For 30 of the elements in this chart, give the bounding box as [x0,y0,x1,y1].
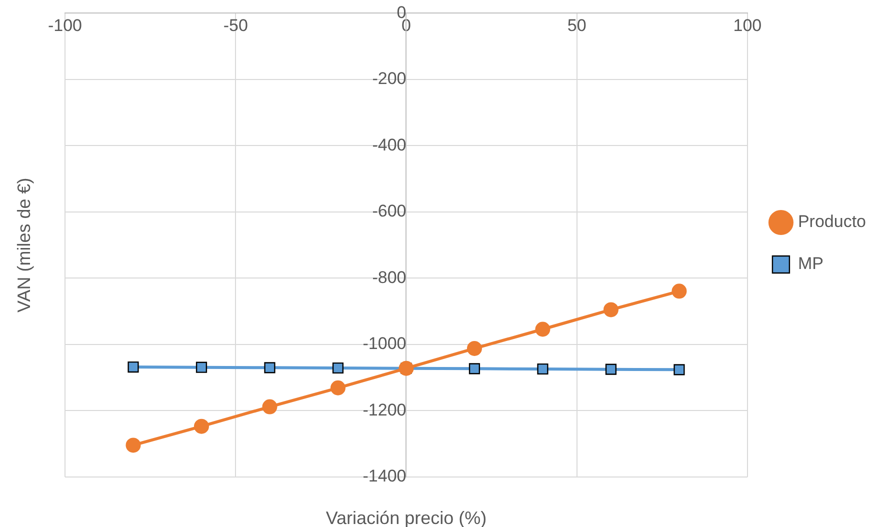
y-tick-label: -1200 [362,400,406,420]
y-tick-label: -600 [372,202,406,221]
x-tick-label: -50 [223,16,248,36]
point [535,322,550,337]
y-tick-label: -1400 [362,466,406,486]
point [262,399,278,414]
point [126,438,141,453]
x-tick-label: 50 [567,16,586,36]
legend-label: MP [798,254,824,274]
legend-label: Producto [798,212,866,232]
point [128,361,139,373]
point [468,363,480,374]
point [330,380,346,396]
y-tick-label: -200 [372,69,406,88]
point [674,364,685,376]
point [194,418,209,434]
point [332,362,344,374]
point [537,363,548,375]
point [466,340,482,356]
y-axis-title: VAN (miles de €) [14,178,34,312]
y-tick-label: -1000 [362,334,406,354]
x-tick-label: 100 [733,16,762,36]
point [603,302,618,318]
point [672,284,687,299]
y-tick-label: -400 [372,135,406,154]
point [196,362,208,373]
point [264,362,276,374]
x-tick-label: -100 [48,16,82,36]
y-tick-label: -800 [372,268,406,287]
point [605,364,617,375]
